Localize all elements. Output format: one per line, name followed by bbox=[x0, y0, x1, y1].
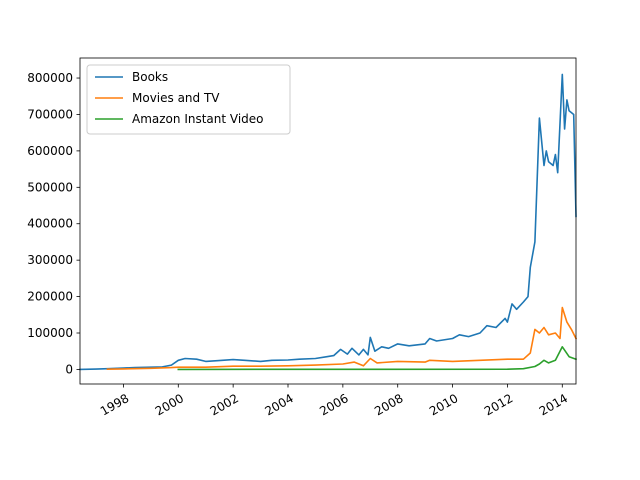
y-tick-label: 700000 bbox=[27, 107, 73, 121]
y-tick-label: 600000 bbox=[27, 144, 73, 158]
plot-frame bbox=[79, 57, 577, 385]
legend-box bbox=[86, 64, 291, 135]
series-line-1 bbox=[106, 306, 578, 371]
legend-label-0: Books bbox=[132, 70, 168, 84]
legend-label-2: Amazon Instant Video bbox=[132, 112, 264, 126]
y-tick-label: 100000 bbox=[27, 326, 73, 340]
y-tick-label: 200000 bbox=[27, 290, 73, 304]
y-tick-label: 500000 bbox=[27, 180, 73, 194]
y-tick-label: 300000 bbox=[27, 253, 73, 267]
y-tick-label: 800000 bbox=[27, 71, 73, 85]
series-line-2 bbox=[177, 346, 578, 371]
legend-label-1: Movies and TV bbox=[132, 91, 220, 105]
legend: Books Movies and TV Amazon Instant Video bbox=[86, 64, 291, 135]
series-line-0 bbox=[79, 73, 577, 371]
y-tick-label: 400000 bbox=[27, 217, 73, 231]
series-layer bbox=[79, 73, 578, 371]
y-tick-label: 0 bbox=[65, 362, 73, 376]
